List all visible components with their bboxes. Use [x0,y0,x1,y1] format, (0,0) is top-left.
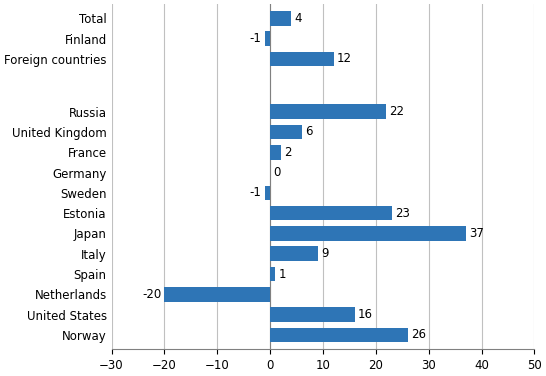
Bar [270,11,291,26]
Text: 26: 26 [411,328,426,341]
Bar [270,206,391,220]
Text: 6: 6 [305,126,312,138]
Text: -1: -1 [250,32,262,45]
Text: 37: 37 [469,227,484,240]
Text: 23: 23 [395,207,410,220]
Text: 16: 16 [358,308,373,321]
Bar [270,226,466,241]
Text: 0: 0 [274,166,281,179]
Bar [270,267,275,281]
Bar [270,145,281,159]
Bar [270,105,387,119]
Bar [270,246,318,261]
Text: 9: 9 [321,247,328,260]
Bar [270,307,355,322]
Bar [270,52,334,66]
Bar [164,287,270,302]
Text: 12: 12 [337,52,352,65]
Text: 4: 4 [294,12,302,25]
Bar [265,31,270,46]
Bar [265,186,270,200]
Text: 1: 1 [278,268,286,280]
Bar [270,125,302,139]
Text: -20: -20 [142,288,161,301]
Text: 22: 22 [390,105,405,118]
Text: -1: -1 [250,186,262,199]
Bar [270,327,407,342]
Text: 2: 2 [284,146,292,159]
